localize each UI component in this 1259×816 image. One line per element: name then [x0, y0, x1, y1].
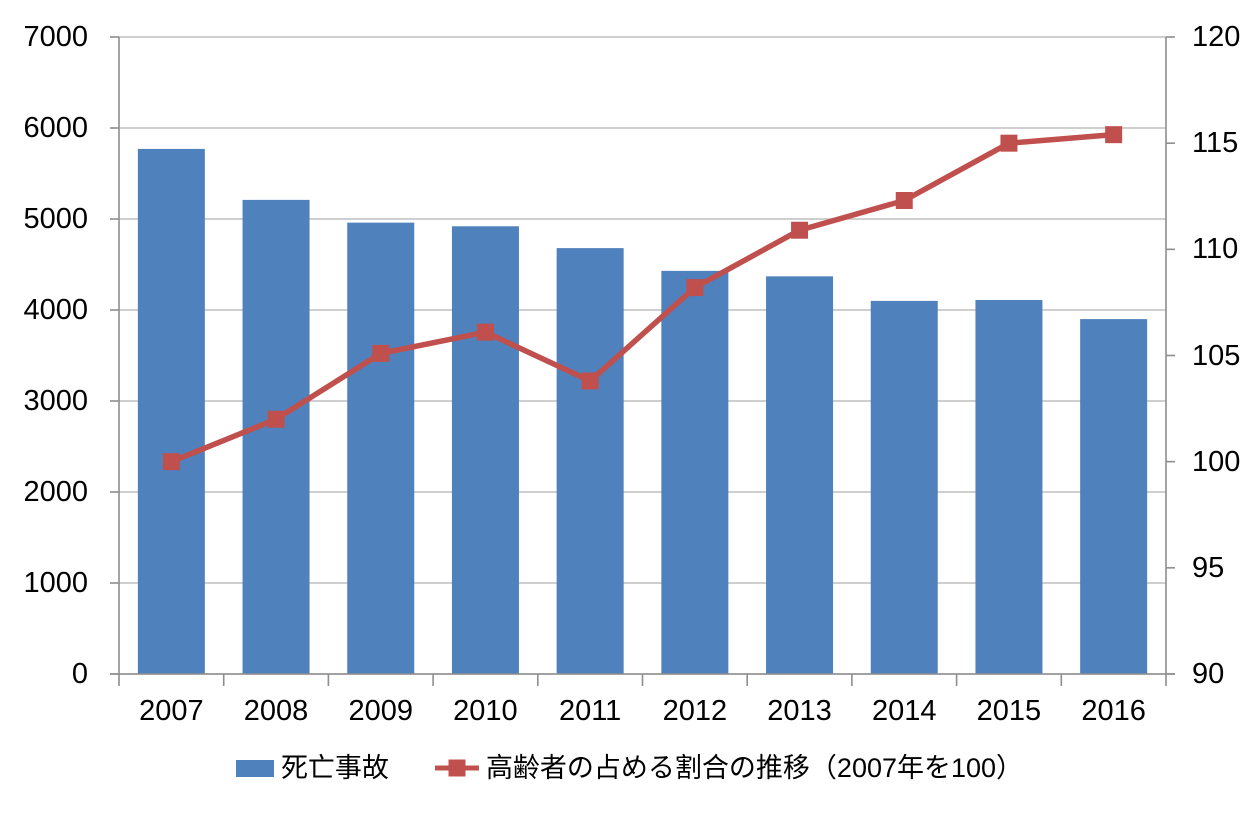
- line-marker-2011: [581, 372, 599, 390]
- x-axis-tick-label: 2009: [348, 695, 413, 727]
- y-axis-right-tick-label: 90: [1192, 658, 1225, 690]
- legend-label: 高齢者の占める割合の推移（2007年を100）: [485, 753, 1024, 783]
- x-axis-tick-label: 2016: [1081, 695, 1146, 727]
- legend-item-bar-series: 死亡事故: [235, 750, 389, 786]
- line-marker-2012: [686, 279, 704, 297]
- x-axis-tick-label: 2008: [243, 695, 309, 727]
- line-marker-2016: [1105, 126, 1123, 144]
- y-axis-right-tick-label: 105: [1192, 339, 1241, 372]
- y-axis-right-tick-label: 115: [1192, 127, 1239, 160]
- line-marker-2007: [162, 453, 180, 471]
- bar-series-swatch-icon: [235, 759, 274, 777]
- line-marker-2008: [267, 410, 285, 428]
- y-axis-left-tick-label: 0: [71, 658, 88, 690]
- y-axis-left-tick-label: 1000: [23, 567, 88, 599]
- line-marker-2014: [895, 191, 913, 209]
- y-axis-right-tick-label: 120: [1192, 21, 1241, 53]
- trend-line: [168, 131, 1117, 465]
- x-axis-tick-label: 2012: [662, 695, 728, 727]
- bar-2007: [137, 148, 205, 674]
- bar-2010: [451, 226, 519, 674]
- x-axis-tick-label: 2014: [871, 695, 937, 727]
- legend-item-line-series: 高齢者の占める割合の推移（2007年を100）: [434, 750, 1024, 786]
- line-series-marker-icon: [434, 759, 479, 777]
- y-axis-left-tick-label: 3000: [23, 385, 88, 417]
- bar-2015: [975, 299, 1043, 674]
- line-marker-2010: [476, 323, 494, 341]
- bar-2013: [766, 276, 834, 674]
- bar-2009: [347, 222, 415, 674]
- line-marker-2013: [791, 221, 809, 239]
- y-axis-left-tick-label: 5000: [23, 203, 88, 235]
- y-axis-left-tick-label: 7000: [23, 21, 88, 53]
- y-axis-left-tick-label: 4000: [23, 294, 88, 326]
- x-axis-tick-label: 2011: [558, 695, 622, 727]
- bar-2008: [242, 199, 310, 674]
- bar-2012: [661, 270, 729, 674]
- legend-label: 死亡事故: [280, 753, 389, 783]
- bar-2011: [556, 248, 624, 674]
- y-axis-right-tick-label: 100: [1192, 445, 1241, 478]
- legend: 死亡事故 高齢者の占める割合の推移（2007年を100）: [0, 750, 1259, 786]
- x-axis-tick-label: 2013: [767, 695, 832, 727]
- y-axis-right-tick-label: 110: [1192, 233, 1239, 266]
- y-axis-left-tick-label: 6000: [23, 112, 88, 144]
- x-axis-tick-label: 2007: [139, 695, 204, 727]
- x-axis-tick-label: 2015: [976, 695, 1042, 727]
- x-axis-tick-label: 2010: [453, 695, 518, 727]
- bar-2014: [870, 300, 938, 674]
- y-axis-right-tick-label: 95: [1192, 551, 1225, 584]
- bar-2016: [1080, 319, 1148, 674]
- line-marker-2009: [372, 344, 390, 362]
- line-marker-2015: [1000, 134, 1018, 152]
- y-axis-left-tick-label: 2000: [23, 476, 88, 508]
